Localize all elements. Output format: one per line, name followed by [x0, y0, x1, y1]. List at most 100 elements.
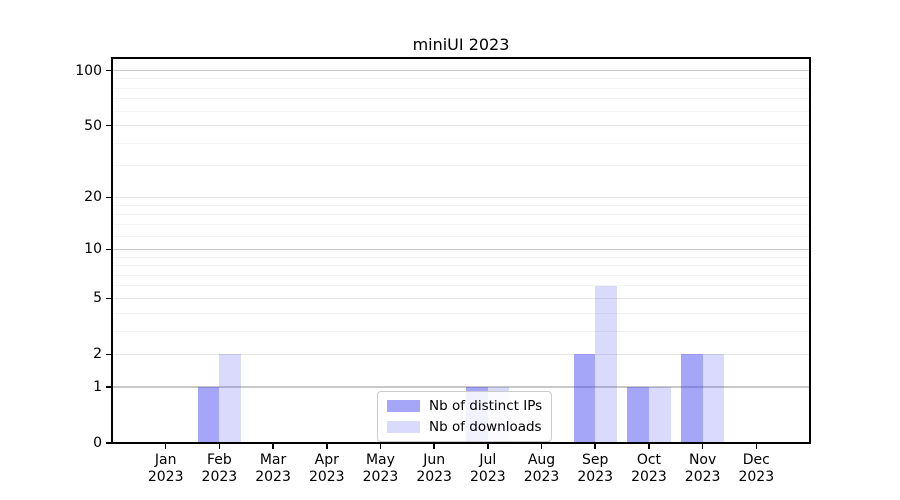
x-tick-mark: [487, 444, 489, 449]
x-tick-label: Nov 2023: [663, 452, 743, 485]
bar-distinct-ips-feb: [197, 387, 220, 443]
legend: Nb of distinct IPs Nb of downloads: [377, 391, 553, 442]
x-tick-label-month: Nov: [688, 452, 717, 468]
x-tick-label: Feb 2023: [179, 452, 259, 485]
minor-gridline: [112, 87, 810, 89]
y-tick-label: 1: [93, 379, 102, 396]
legend-label-distinct-ips: Nb of distinct IPs: [429, 398, 543, 414]
x-tick-label-month: Apr: [314, 452, 339, 468]
y-tick-mark: [106, 386, 112, 388]
x-tick-label-month: Aug: [527, 452, 556, 468]
x-tick-label-year: 2023: [523, 468, 560, 485]
minor-gridline: [112, 256, 810, 258]
y-tick-mark: [106, 248, 112, 251]
bar-distinct-ips-nov: [681, 354, 703, 443]
bar-downloads-sep: [595, 285, 617, 443]
minor-gridline: [112, 204, 810, 206]
chart-title: miniUI 2023: [412, 35, 510, 54]
x-tick-mark: [648, 444, 650, 449]
x-tick-mark: [164, 444, 167, 449]
x-tick-label: Apr 2023: [287, 452, 367, 485]
y-tick-label: 2: [93, 346, 102, 363]
minor-gridline: [112, 213, 810, 215]
x-tick-mark: [272, 444, 274, 449]
x-tick-mark: [379, 444, 382, 449]
x-tick-label: May 2023: [340, 452, 420, 485]
x-tick-label: Jul 2023: [448, 452, 528, 485]
legend-item-downloads: Nb of downloads: [387, 419, 542, 435]
x-tick-label-year: 2023: [577, 468, 614, 485]
bar-downloads-nov: [702, 354, 725, 443]
y-tick-label: 20: [84, 189, 102, 206]
x-tick-label-month: Dec: [742, 452, 770, 468]
bar-distinct-ips-sep: [573, 354, 596, 443]
y-tick-mark: [106, 353, 112, 356]
minor-gridline: [112, 98, 810, 100]
major-gridline: [112, 69, 810, 72]
x-tick-mark: [325, 444, 328, 449]
x-tick-label: Mar 2023: [233, 452, 313, 485]
x-tick-label-year: 2023: [470, 468, 506, 485]
x-tick-mark: [755, 444, 758, 449]
x-tick-label: Sep 2023: [555, 452, 635, 485]
minor-gridline: [112, 78, 810, 80]
x-tick-mark: [218, 444, 221, 449]
minor-gridline: [112, 312, 810, 314]
x-tick-label: Aug 2023: [502, 452, 582, 485]
x-tick-label-year: 2023: [201, 468, 238, 485]
minor-gridline: [112, 223, 810, 225]
y-tick-label: 5: [93, 290, 102, 307]
x-tick-label: Dec 2023: [716, 452, 796, 485]
x-tick-label: Jun 2023: [394, 452, 474, 485]
x-tick-label-month: Jul: [479, 452, 497, 468]
legend-swatch-distinct-ips: [387, 400, 420, 412]
x-tick-label: Oct 2023: [609, 452, 689, 485]
y-tick-label: 0: [93, 435, 102, 451]
minor-gridline: [112, 285, 810, 287]
major-gridline: [112, 297, 810, 299]
minor-gridline: [112, 274, 810, 276]
minor-gridline: [112, 235, 810, 237]
x-tick-label-month: Oct: [636, 452, 662, 468]
x-tick-label-year: 2023: [255, 468, 291, 485]
x-tick-label-year: 2023: [147, 468, 184, 485]
x-tick-label-year: 2023: [362, 468, 399, 485]
major-gridline: [112, 248, 810, 251]
legend-label-downloads: Nb of downloads: [429, 419, 542, 435]
major-gridline: [112, 353, 810, 355]
major-gridline: [112, 196, 810, 198]
bar-downloads-feb: [219, 354, 241, 443]
major-gridline: [112, 125, 810, 127]
y-tick-label: 50: [84, 117, 102, 134]
y-tick-mark: [106, 69, 112, 72]
legend-swatch-downloads: [387, 421, 420, 433]
x-tick-mark: [433, 444, 435, 449]
minor-gridline: [112, 265, 810, 267]
minor-gridline: [112, 110, 810, 112]
legend-item-distinct-ips: Nb of distinct IPs: [387, 398, 542, 414]
x-tick-label-year: 2023: [308, 468, 345, 485]
y-tick-mark: [106, 124, 112, 127]
x-tick-mark: [594, 444, 597, 449]
minor-gridline: [112, 165, 810, 167]
x-tick-label-month: Jun: [423, 452, 446, 468]
x-tick-label-year: 2023: [631, 468, 667, 485]
x-tick-mark: [540, 444, 543, 449]
y-tick-label: 10: [84, 241, 102, 258]
minor-gridline: [112, 330, 810, 332]
y-tick-mark: [106, 196, 112, 199]
x-tick-label-year: 2023: [738, 468, 775, 485]
x-tick-label-month: Feb: [206, 452, 232, 468]
x-tick-label-month: Jan: [154, 452, 177, 468]
x-tick-label-year: 2023: [684, 468, 721, 485]
x-tick-label-month: May: [365, 452, 395, 468]
bar-distinct-ips-oct: [627, 387, 649, 443]
y-tick-label: 100: [75, 62, 102, 79]
bar-downloads-oct: [648, 387, 671, 443]
x-tick-label-year: 2023: [416, 468, 452, 485]
x-tick-label-month: Mar: [259, 452, 287, 468]
y-tick-mark: [106, 442, 112, 444]
minor-gridline: [112, 142, 810, 144]
major-gridline: [112, 386, 810, 388]
